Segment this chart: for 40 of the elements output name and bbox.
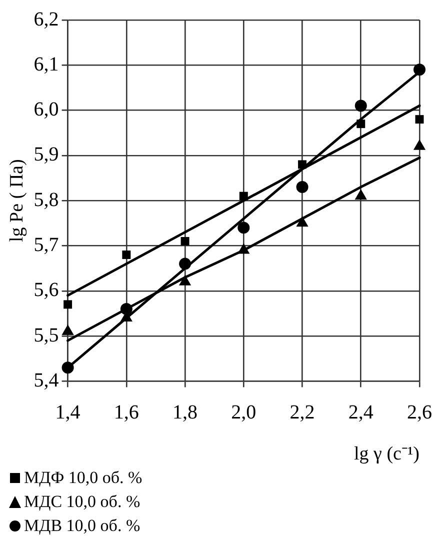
point — [238, 243, 250, 254]
legend-label: МДФ 10,0 об. % — [24, 467, 142, 489]
y-tick-label: 6,1 — [34, 53, 59, 76]
point — [180, 236, 190, 246]
point — [179, 258, 192, 270]
point — [120, 302, 132, 315]
y-tick-label: 6,2 — [34, 8, 59, 30]
x-tick-label: 1,8 — [172, 401, 198, 424]
y-axis-title: lg Pe ( Па) — [6, 159, 28, 242]
x-tick-label: 1,6 — [114, 401, 139, 424]
x-tick-label: 1,4 — [55, 401, 80, 424]
point — [296, 216, 308, 227]
point — [122, 250, 131, 260]
point — [238, 222, 250, 234]
point — [296, 181, 308, 194]
point — [356, 120, 366, 128]
point — [62, 362, 74, 374]
y-tick-label: 5,6 — [34, 279, 59, 302]
legend-label: МДВ 10,0 об. % — [24, 515, 140, 537]
point — [298, 160, 307, 169]
x-tick-label: 2,6 — [407, 401, 432, 424]
y-tick-label: 5,9 — [34, 144, 59, 166]
point — [239, 192, 248, 200]
y-tick-label: 5,4 — [34, 369, 59, 392]
point — [415, 115, 424, 124]
point — [414, 64, 426, 76]
x-tick-label: 2,4 — [348, 401, 374, 424]
legend-label: МДС 10,0 об. % — [24, 491, 140, 513]
x-tick-label: 2,2 — [290, 401, 315, 424]
y-tick-label: 5,8 — [34, 188, 59, 211]
point — [64, 300, 72, 309]
point — [354, 100, 367, 112]
y-tick-label: 5,5 — [34, 324, 59, 346]
x-tick-label: 2,0 — [231, 401, 256, 424]
x-axis-title: lg γ (c⁻¹) — [354, 444, 420, 465]
y-tick-label: 5,7 — [34, 234, 59, 256]
point — [62, 324, 74, 336]
point — [178, 274, 192, 286]
y-tick-label: 6,0 — [34, 98, 59, 121]
point — [354, 189, 367, 200]
